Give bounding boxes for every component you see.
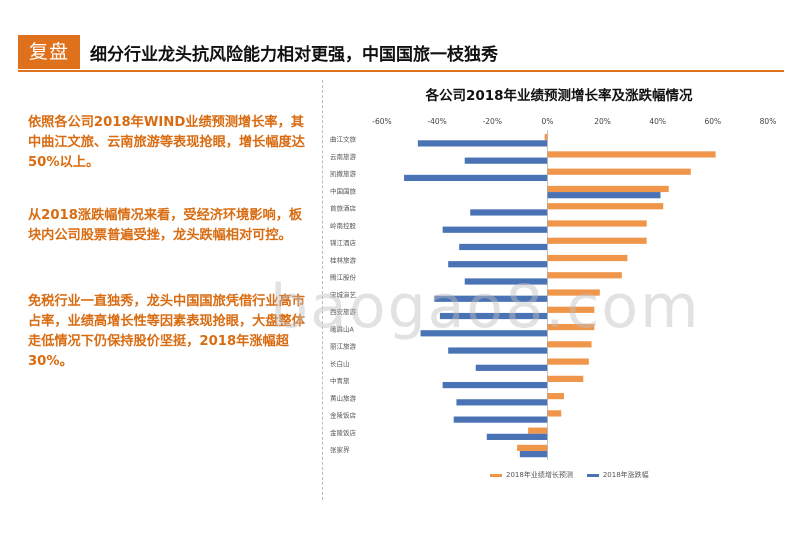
column-divider: [322, 80, 323, 500]
bar-growth: [547, 254, 628, 262]
bar-change: [459, 243, 548, 251]
category-label: 张家界: [330, 445, 350, 454]
bar-growth: [547, 151, 716, 158]
category-label: 云南旅游: [330, 152, 357, 161]
x-tick-label: -60%: [372, 117, 391, 126]
x-tick-label: -20%: [483, 117, 502, 126]
bar-growth: [544, 134, 548, 141]
bar-change: [464, 157, 548, 164]
category-label: 金陵饭店: [330, 411, 357, 420]
bar-growth: [547, 375, 584, 382]
bar-growth: [517, 444, 548, 452]
category-label: 桂林旅游: [330, 255, 357, 264]
category-label: 曲江文旅: [330, 134, 357, 143]
bar-growth: [547, 410, 562, 417]
bar-change: [439, 312, 548, 320]
bar-change: [475, 364, 548, 371]
paragraph-change: 从2018涨跌幅情况来看，受经济环境影响，板块内公司股票普遍受挫，龙头跌幅相对可…: [28, 208, 303, 243]
bar-growth: [547, 393, 564, 400]
x-tick-label: 60%: [705, 117, 722, 126]
bar-growth: [547, 168, 691, 175]
bar-change: [453, 416, 548, 423]
category-label: 中国国旅: [330, 186, 357, 195]
bar-change: [420, 330, 548, 337]
bar-growth: [528, 427, 548, 434]
bar-change: [486, 433, 548, 440]
category-label: 西安旅游: [330, 307, 357, 316]
bar-growth: [547, 323, 595, 331]
bar-growth: [547, 341, 592, 348]
category-label: 长白山: [330, 359, 350, 368]
bar-growth: [547, 272, 622, 279]
bar-growth: [547, 185, 669, 193]
paragraph-dutyfree: 免税行业一直独秀，龙头中国国旅凭借行业高市占率，业绩高增长性等因素表现抢眼，大盘…: [28, 294, 305, 369]
category-label: 宋城演艺: [330, 290, 357, 299]
category-label: 凯撒旅游: [330, 169, 357, 178]
category-label: 丽江旅游: [330, 342, 357, 351]
bar-growth: [547, 203, 664, 210]
category-label: 黄山旅游: [330, 393, 357, 402]
section-badge: 复盘: [18, 35, 80, 69]
bar-chart: -60% -40% -20% 0% 20% 40% 60% 80% 曲江文旅云南旅游凯撒旅游中国…: [330, 117, 777, 460]
x-tick-label: -40%: [427, 117, 446, 126]
watermark: baogao8.com: [270, 272, 701, 342]
top-bar: [0, 0, 800, 10]
category-label: 岭南控股: [330, 221, 357, 230]
bar-change: [448, 261, 548, 268]
x-tick-label: 80%: [760, 117, 777, 126]
chart-legend: 2018年业绩增长预测 2018年涨跌幅: [490, 470, 649, 480]
bar-change: [464, 278, 548, 285]
bar-change: [448, 347, 548, 354]
x-tick-label: 0%: [541, 117, 553, 126]
category-label: 峨眉山A: [330, 324, 355, 333]
bar-growth: [547, 306, 595, 313]
bar-change: [434, 295, 548, 302]
bar-growth: [547, 289, 600, 296]
x-tick-label: 40%: [649, 117, 666, 126]
category-label: 金陵饭店: [330, 428, 357, 437]
bar-change: [547, 192, 661, 199]
chart-title: 各公司2018年业绩预测增长率及涨跌幅情况: [425, 88, 693, 104]
category-label: 锦江酒店: [330, 238, 357, 247]
header-divider: [18, 70, 784, 72]
bar-change: [519, 451, 548, 458]
category-label: 中青旅: [330, 376, 350, 385]
category-label: 腾江股份: [330, 273, 357, 282]
x-tick-label: 20%: [594, 117, 611, 126]
bar-growth: [547, 220, 647, 227]
paragraph-growth: 依照各公司2018年WIND业绩预测增长率，其中曲江文旅、云南旅游等表现抢眼，增…: [28, 115, 305, 170]
bar-growth: [547, 237, 647, 244]
category-label: 首旅酒店: [330, 204, 357, 213]
bar-change: [456, 399, 548, 406]
page-title: 细分行业龙头抗风险能力相对更强，中国国旅一枝独秀: [90, 45, 498, 65]
legend-item-growth: 2018年业绩增长预测: [490, 470, 573, 480]
bar-change: [442, 226, 548, 233]
bar-change: [442, 381, 548, 389]
bar-change: [404, 174, 548, 182]
bar-change: [470, 209, 548, 216]
bar-change: [417, 140, 548, 147]
legend-item-change: 2018年涨跌幅: [586, 470, 649, 480]
bar-growth: [547, 358, 589, 365]
